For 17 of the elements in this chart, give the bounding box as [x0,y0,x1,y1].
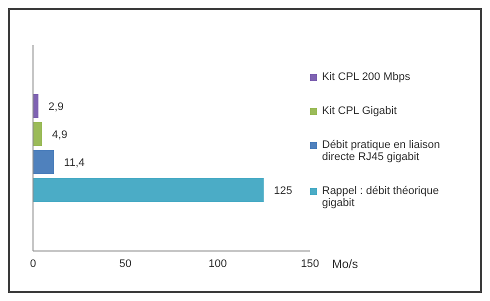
bar [33,178,264,202]
x-tick-label: 100 [208,258,227,270]
bar [33,94,38,118]
legend-label: Kit CPL Gigabit [322,104,397,116]
x-tick-label: 0 [30,258,36,270]
data-label: 125 [274,185,292,197]
bar [33,122,42,146]
legend-label: Débit pratique en liaison directe RJ45 gigabit [322,138,442,162]
legend-label: Rappel : débit théorique gigabit [322,184,440,208]
x-axis-title: Mo/s [332,257,358,271]
data-label: 11,4 [64,157,85,169]
data-label: 4,9 [52,129,68,141]
bar [33,150,54,174]
x-tick-label: 150 [300,258,320,270]
legend-label: Kit CPL 200 Mbps [322,70,410,82]
data-label: 2,9 [48,101,64,113]
x-tick-label: 50 [119,258,132,270]
